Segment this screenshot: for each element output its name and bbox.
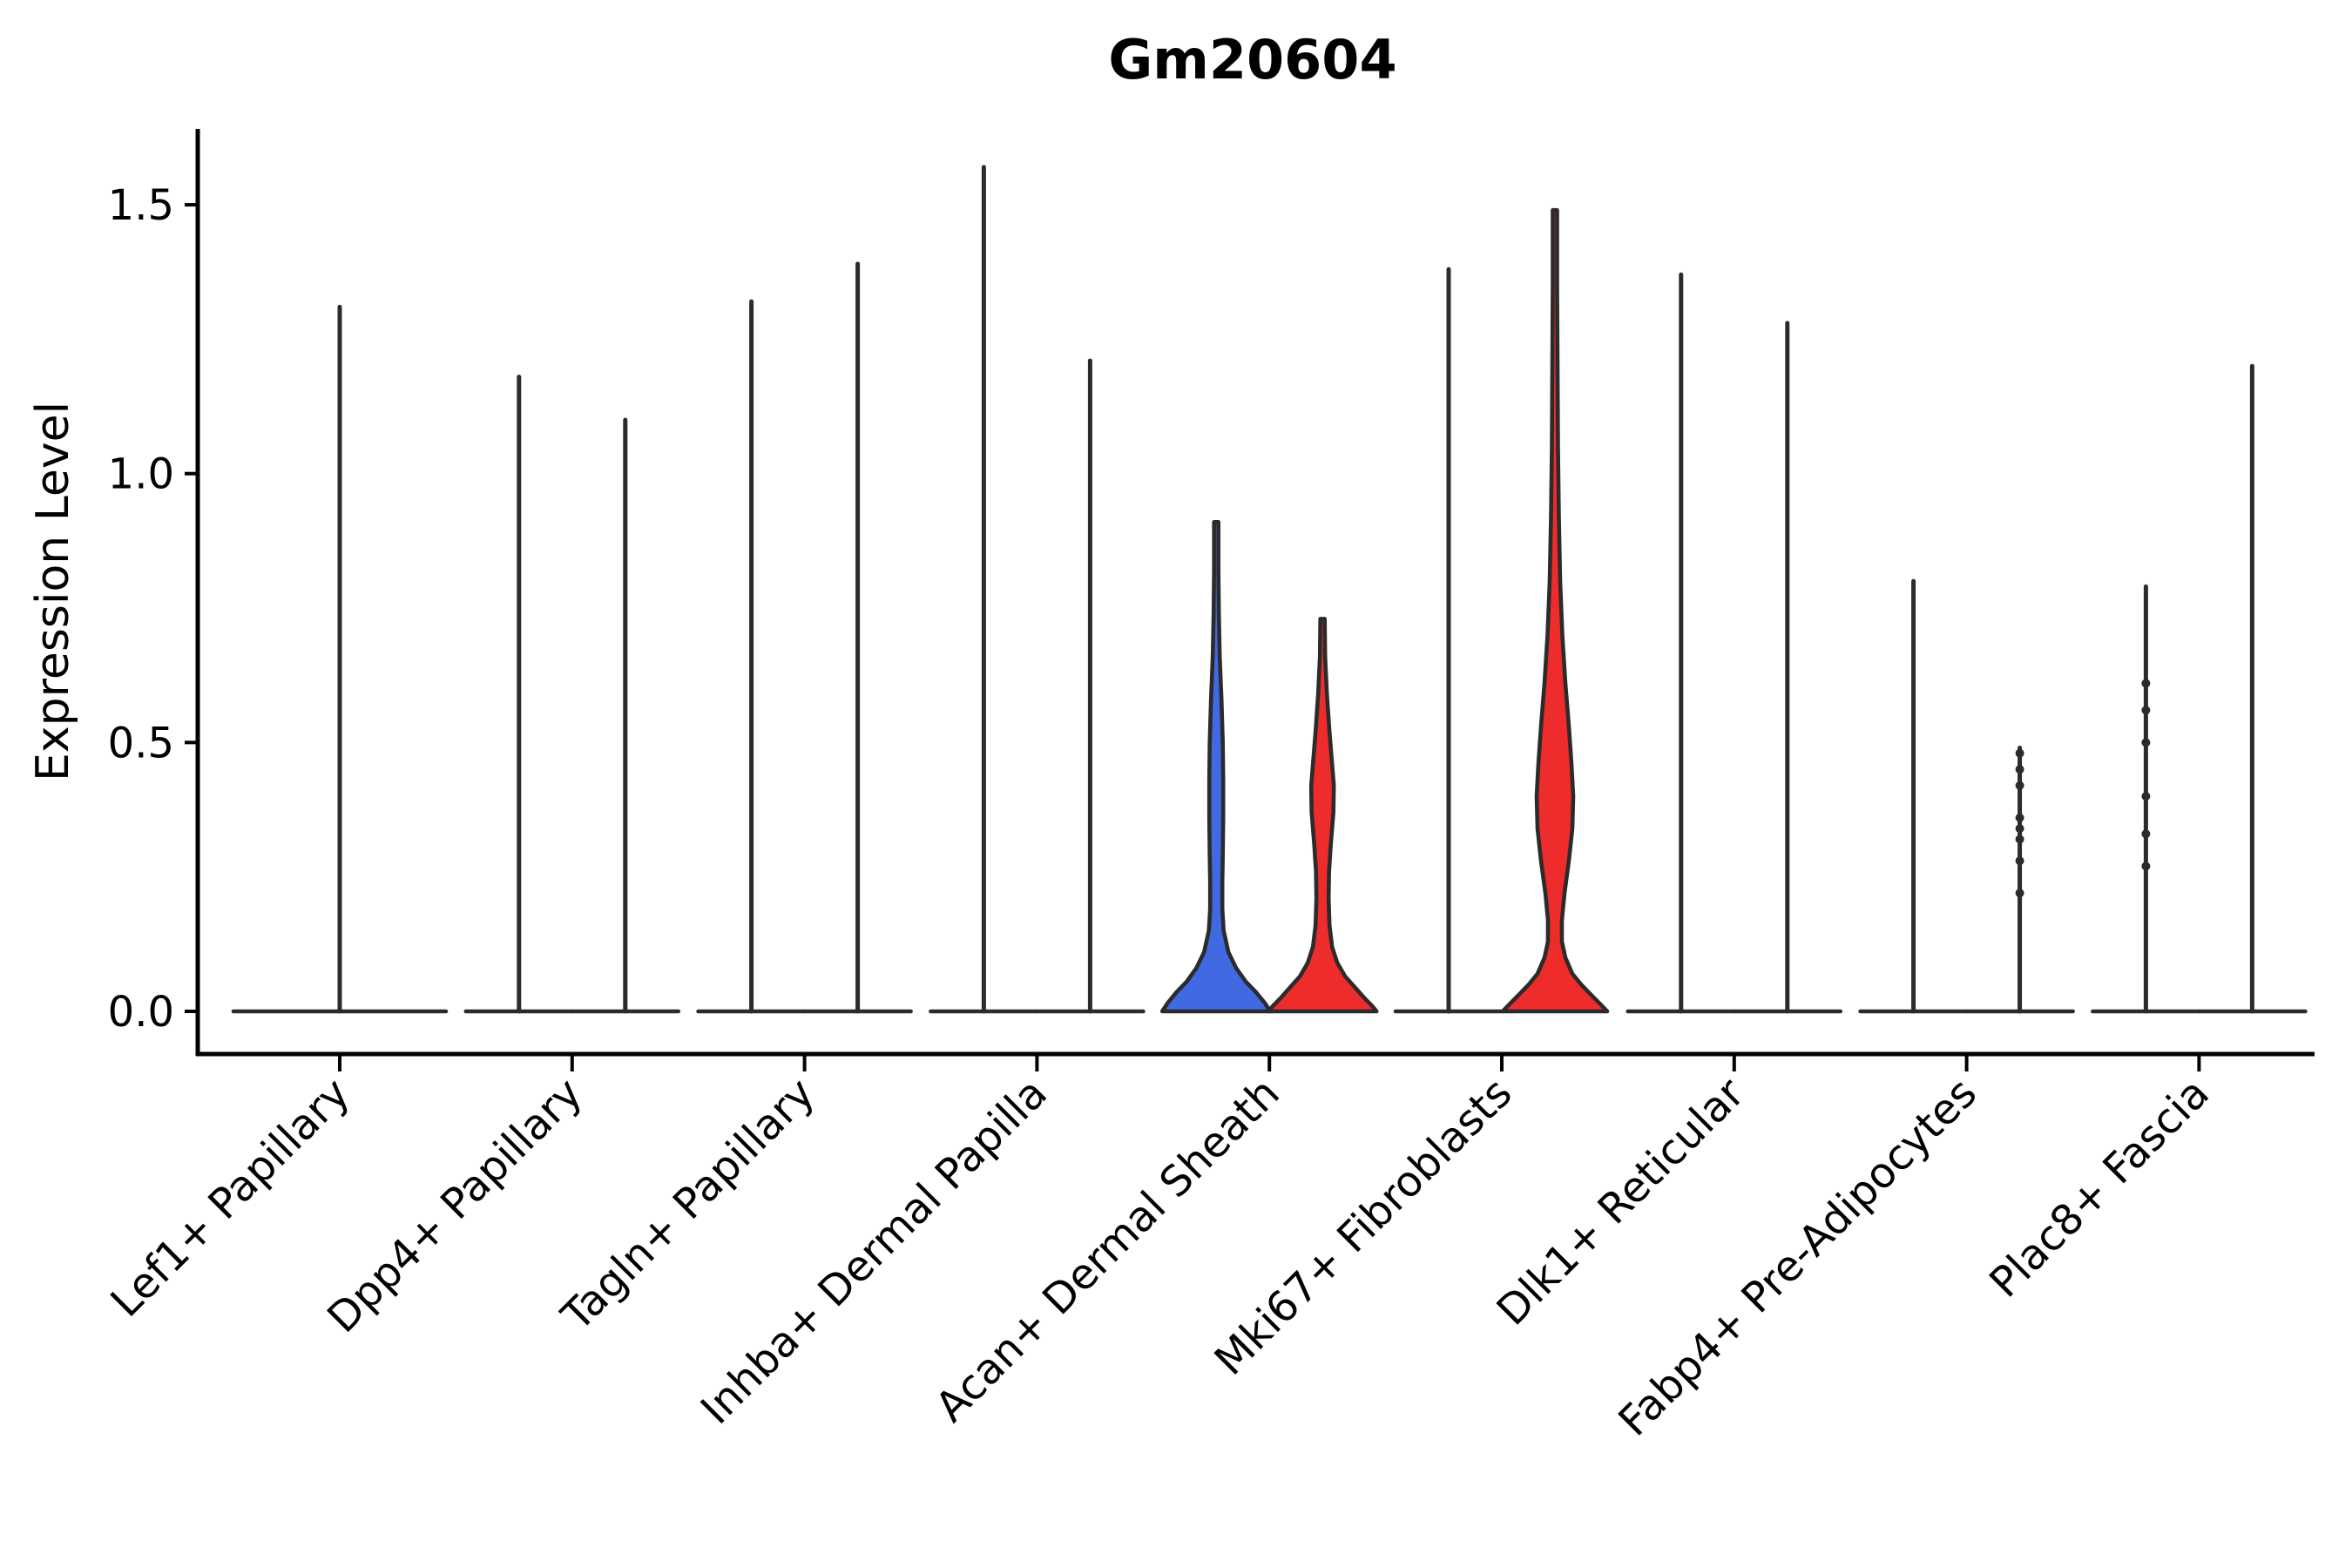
y-axis-label: Expression Level xyxy=(27,402,79,781)
x-category-label: Lef1+ Papillary xyxy=(102,1069,360,1327)
y-axis-ticks: 0.0 0.5 1.0 1.5 xyxy=(108,181,198,1037)
y-tick-label: 1.5 xyxy=(108,181,174,230)
violin-Mki67+-right xyxy=(1500,207,1610,1014)
expression-point xyxy=(2015,781,2024,790)
x-category-label: Dpp4+ Papillary xyxy=(318,1069,591,1342)
expression-point xyxy=(2015,856,2024,866)
expression-point xyxy=(2015,835,2024,844)
axes-spines xyxy=(195,129,2315,1057)
violin-Inhba+-left xyxy=(929,165,1039,1014)
expression-point xyxy=(2015,748,2024,758)
violin-Acan+-left xyxy=(1159,520,1273,1014)
violin-body xyxy=(1500,207,1610,1014)
violin-Dlk1+-left xyxy=(1625,272,1737,1014)
expression-point xyxy=(2015,824,2024,834)
expression-point xyxy=(2015,765,2024,774)
violin-Tagln+-left xyxy=(696,299,807,1014)
violin-body xyxy=(1266,617,1379,1014)
chart-title: Gm20604 xyxy=(1108,28,1396,91)
expression-point xyxy=(2141,862,2151,871)
violin-Lef1+-center xyxy=(231,304,449,1014)
violin-Plac8+-left xyxy=(2091,584,2201,1014)
violin-Plac8+-right xyxy=(2197,363,2308,1014)
violin-Fabp4+-right xyxy=(1964,746,2075,1014)
y-tick-label: 0.5 xyxy=(108,719,174,767)
y-tick-label: 1.0 xyxy=(108,450,174,499)
expression-point xyxy=(2015,813,2024,822)
expression-point xyxy=(2141,829,2151,839)
x-category-label: Tagln+ Papillary xyxy=(552,1069,824,1341)
x-category-label: Plac8+ Fascia xyxy=(1980,1069,2219,1308)
expression-point xyxy=(2141,738,2151,747)
expression-point xyxy=(2141,679,2151,688)
y-tick-label: 0.0 xyxy=(108,988,174,1037)
violin-Tagln+-right xyxy=(802,261,913,1014)
expression-point xyxy=(2141,792,2151,801)
expression-point xyxy=(2015,889,2024,898)
violin-Acan+-right xyxy=(1266,617,1379,1014)
violin-Dpp4+-left xyxy=(463,375,575,1014)
violin-Dlk1+-right xyxy=(1732,321,1843,1014)
violin-Fabp4+-left xyxy=(1858,578,1969,1014)
violins xyxy=(231,165,2308,1014)
x-category-label: Dlk1+ Reticular xyxy=(1488,1069,1754,1335)
violin-Dpp4+-right xyxy=(570,417,681,1014)
violin-Mki67+-left xyxy=(1393,267,1504,1014)
violin-body xyxy=(1159,520,1273,1014)
expression-point xyxy=(2141,706,2151,715)
violin-Inhba+-right xyxy=(1035,358,1146,1014)
